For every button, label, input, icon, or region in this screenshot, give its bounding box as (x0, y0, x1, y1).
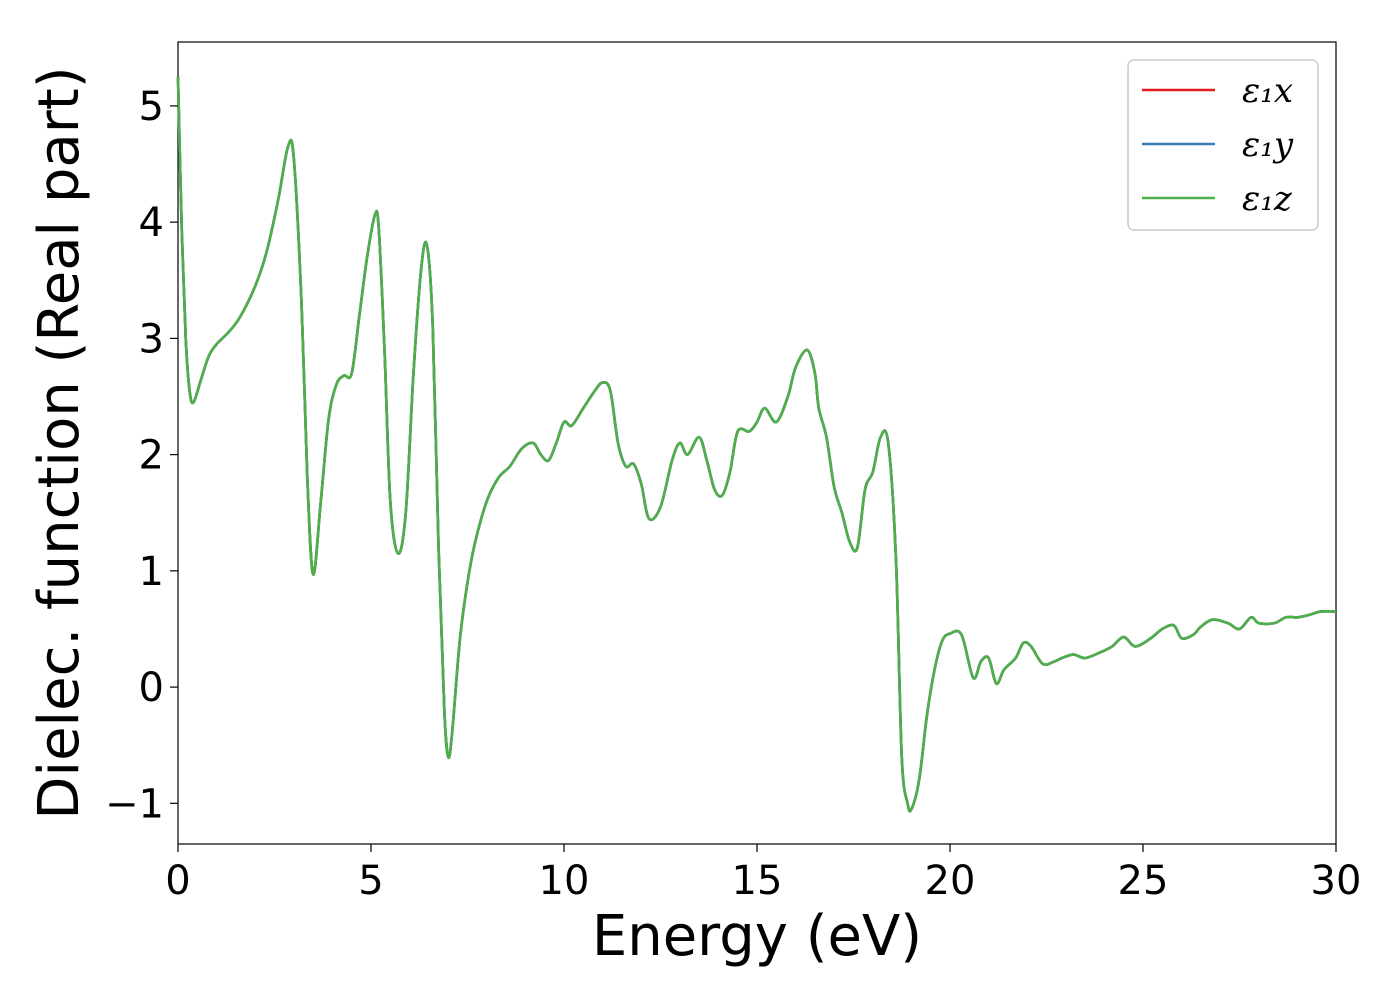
x-tick-label: 0 (165, 858, 190, 904)
x-tick-label: 20 (925, 858, 976, 904)
legend-label: ε₁z (1242, 179, 1293, 219)
legend-label: ε₁y (1242, 125, 1294, 165)
y-tick-label: 4 (139, 200, 164, 246)
y-axis-label: Dielec. function (Real part) (27, 66, 92, 819)
y-tick-label: 5 (139, 84, 164, 130)
x-axis-label: Energy (eV) (592, 904, 922, 969)
series-line-2 (176, 76, 1337, 813)
legend-box (1127, 59, 1319, 231)
x-tick-label: 25 (1118, 858, 1169, 904)
y-tick-label: 0 (139, 665, 164, 711)
x-tick-label: 30 (1311, 858, 1362, 904)
y-tick-label: 1 (139, 549, 164, 595)
y-tick-label: 3 (139, 316, 164, 362)
y-tick-label: 2 (139, 433, 164, 479)
legend: ε₁x ε₁y ε₁z (1127, 59, 1319, 231)
x-tick-label: 15 (732, 858, 783, 904)
x-tick-label: 5 (358, 858, 383, 904)
legend-label: ε₁x (1242, 71, 1293, 111)
x-tick-label: 10 (539, 858, 590, 904)
series-layer (176, 76, 1337, 813)
y-tick-label: −1 (105, 781, 164, 827)
